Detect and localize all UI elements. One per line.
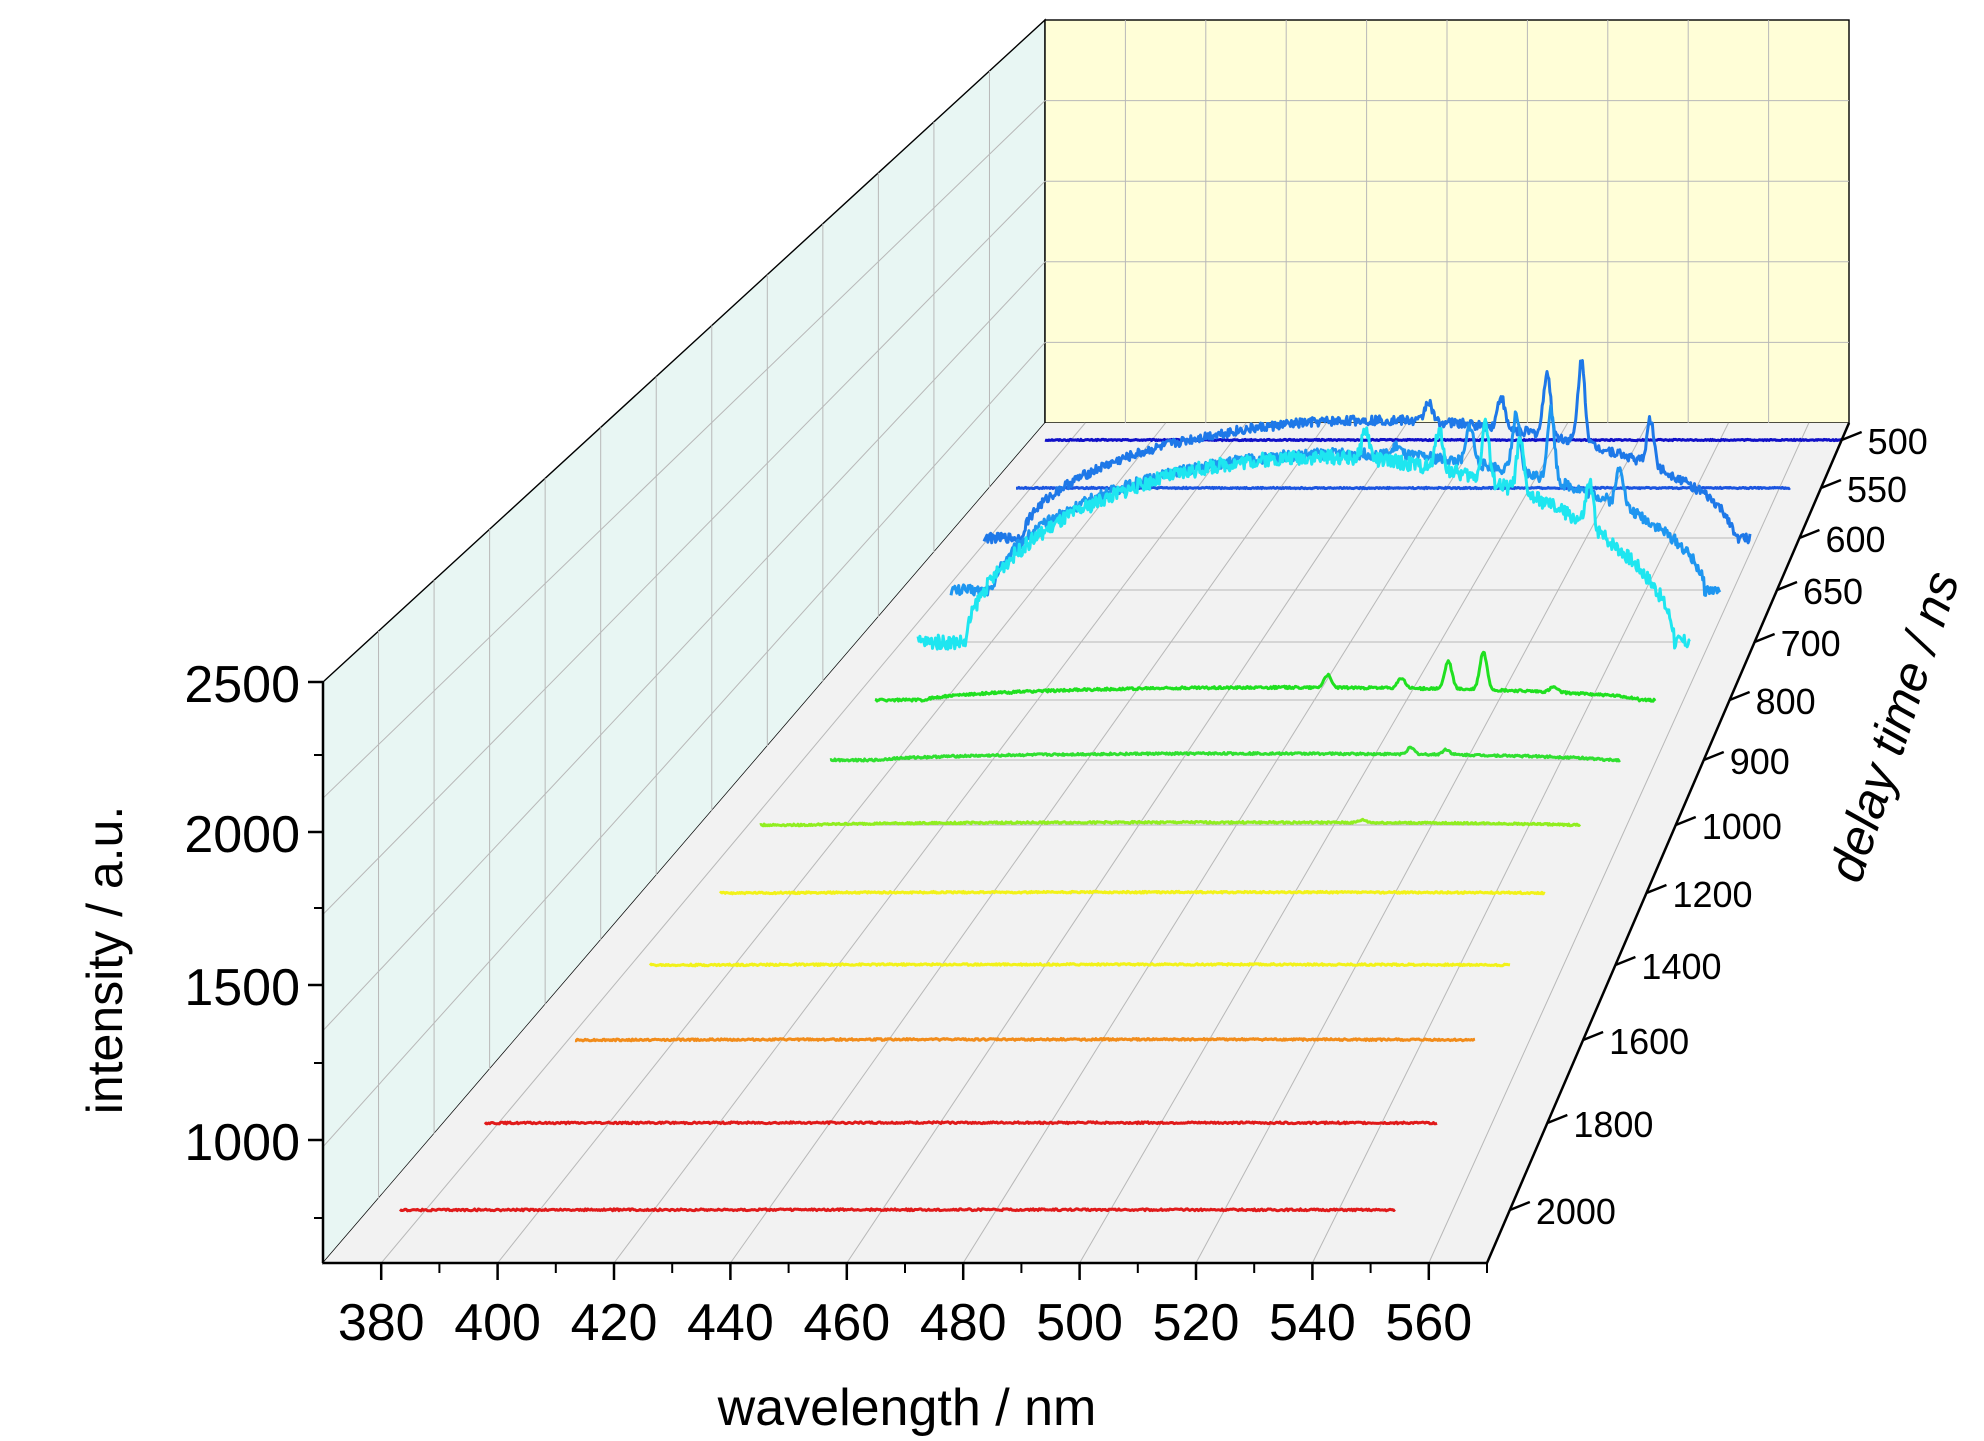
left-wall-gridline (322, 261, 1046, 1031)
x-axis-label: wavelength / nm (717, 1379, 1097, 1437)
z-tick-label: 800 (1756, 681, 1816, 722)
series-line-800 (874, 650, 1657, 703)
series-line-2000 (398, 1207, 1396, 1213)
z-tick-mark (1820, 478, 1842, 490)
y-tick-label: 2000 (184, 806, 300, 864)
z-tick-mark (1776, 580, 1798, 592)
z-tick-mark (1841, 430, 1863, 442)
series-line-1600 (574, 1037, 1476, 1043)
series-line-1800 (483, 1120, 1438, 1126)
z-tick-mark (1754, 632, 1776, 644)
left-wall-gridline (322, 342, 1046, 1148)
series-line-1400 (648, 962, 1511, 968)
z-tick-label: 900 (1730, 741, 1790, 782)
x-tick-label: 460 (803, 1294, 890, 1352)
series-line-500 (1044, 437, 1843, 443)
z-tick-mark (1546, 1113, 1568, 1125)
x-tick-label: 560 (1385, 1294, 1472, 1352)
left-wall-gridline (322, 180, 1046, 915)
x-tick-label: 380 (338, 1294, 425, 1352)
x-tick-label: 500 (1036, 1294, 1123, 1352)
z-tick-mark (1703, 750, 1725, 762)
floor-panel (323, 423, 1849, 1263)
z-tick-label: 650 (1803, 571, 1863, 612)
series-line-900 (829, 745, 1621, 763)
z-tick-mark (1582, 1030, 1604, 1042)
chart-series-group (398, 359, 1843, 1213)
y-axis-label: intensity / a.u. (77, 806, 133, 1115)
y-tick-label: 1000 (184, 1114, 300, 1172)
z-tick-label: 1200 (1672, 874, 1752, 915)
y-tick-label: 2500 (184, 656, 300, 714)
left-wall-gridline (322, 100, 1046, 799)
z-tick-mark (1729, 690, 1751, 702)
y-tick-label: 1500 (184, 959, 300, 1017)
z-tick-mark (1509, 1200, 1531, 1212)
chart-panels (322, 18, 1850, 1265)
z-tick-label: 1000 (1702, 806, 1782, 847)
z-tick-label: 700 (1781, 623, 1841, 664)
z-tick-label: 600 (1825, 519, 1885, 560)
series-line-700 (916, 417, 1691, 651)
z-tick-label: 500 (1868, 421, 1928, 462)
z-tick-mark (1798, 528, 1820, 540)
series-line-1200 (718, 889, 1546, 896)
z-tick-label: 1800 (1573, 1104, 1653, 1145)
x-tick-label: 520 (1153, 1294, 1240, 1352)
x-tick-label: 540 (1269, 1294, 1356, 1352)
z-tick-mark (1614, 955, 1636, 967)
x-tick-label: 400 (454, 1294, 541, 1352)
series-line-1000 (759, 817, 1582, 828)
chart-ticks: 380 400 420 440 460 480 500 520 540 560 1000 1500 20… (184, 421, 1927, 1352)
x-tick-label: 420 (571, 1294, 658, 1352)
floor-gridline (1428, 422, 1810, 1264)
series-line-600 (982, 359, 1752, 545)
z-tick-mark (1675, 815, 1697, 827)
z-tick-label: 1600 (1609, 1021, 1689, 1062)
z-tick-label: 550 (1847, 469, 1907, 510)
z-axis-label: delay time / ns (1817, 564, 1970, 888)
x-tick-label: 440 (687, 1294, 774, 1352)
x-tick-label: 480 (920, 1294, 1007, 1352)
z-tick-label: 2000 (1536, 1191, 1616, 1232)
z-tick-label: 1400 (1641, 946, 1721, 987)
z-tick-mark (1645, 883, 1667, 895)
